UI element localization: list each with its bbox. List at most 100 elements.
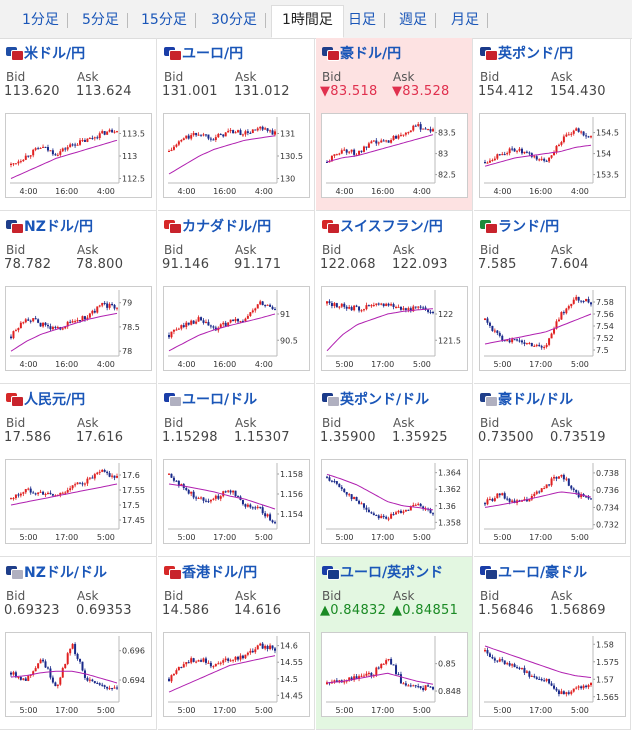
mini-chart[interactable]: 79 78.5 78 4:00 16:00 4:00 <box>5 286 152 371</box>
pair-title-link[interactable]: ユーロ/円 <box>164 44 243 62</box>
mini-chart[interactable]: 154.5 154 153.5 4:00 16:00 4:00 <box>479 113 626 198</box>
tab-1hour[interactable]: 1時間足 <box>271 5 344 38</box>
pair-cell[interactable]: NZドル/円 Bid Ask 78.782 78.800 79 78.5 78 4:00 16:0… <box>0 211 157 384</box>
pair-cell[interactable]: ユーロ/英ポンド Bid Ask ▲0.84832 ▲0.84851 0.85 0.848 5… <box>316 557 473 730</box>
mini-chart[interactable]: 1.364 1.362 1.36 1.358 5:00 17:00 5:00 <box>321 459 468 544</box>
pair-title-link[interactable]: 英ポンド/ドル <box>322 390 429 408</box>
mini-chart[interactable]: 0.696 0.694 5:00 17:00 5:00 <box>5 632 152 717</box>
mini-chart[interactable]: 131 130.5 130 4:00 16:00 4:00 <box>163 113 310 198</box>
pair-title-link[interactable]: ユーロ/英ポンド <box>322 563 443 581</box>
candle-body <box>375 515 378 517</box>
y-tick-label: 0.848 <box>438 687 461 696</box>
candle-body <box>535 156 538 160</box>
candle-body <box>498 493 501 496</box>
pair-title-link[interactable]: スイスフラン/円 <box>322 217 443 235</box>
ask-label: Ask <box>77 243 99 257</box>
candle-body <box>404 683 407 686</box>
pair-cell[interactable]: 香港ドル/円 Bid Ask 14.586 14.616 14.6 14.55 14.5 14.… <box>158 557 315 730</box>
pair-title-link[interactable]: 豪ドル/円 <box>322 44 401 62</box>
candle-body <box>429 509 432 514</box>
candle-body <box>19 677 22 680</box>
candle-body <box>34 318 37 320</box>
pair-cell[interactable]: ユーロ/円 Bid Ask 131.001 131.012 131 130.5 130 4:00… <box>158 38 315 211</box>
pair-cell[interactable]: スイスフラン/円 Bid Ask 122.068 122.093 122 121.5 5:00… <box>316 211 473 384</box>
candle-body <box>86 478 89 484</box>
candle-body <box>488 322 491 326</box>
candle-body <box>200 134 203 136</box>
mini-chart[interactable]: 1.58 1.575 1.57 1.565 5:00 17:00 5:00 <box>479 632 626 717</box>
x-tick-label: 17:00 <box>55 533 78 542</box>
pair-title-link[interactable]: 人民元/円 <box>6 390 85 408</box>
candle-body <box>562 136 565 143</box>
pair-title-link[interactable]: ランド/円 <box>480 217 559 235</box>
pair-cell[interactable]: ユーロ/ドル Bid Ask 1.15298 1.15307 1.158 1.156 1.15… <box>158 384 315 557</box>
candle-body <box>185 488 188 491</box>
pair-title-link[interactable]: 香港ドル/円 <box>164 563 257 581</box>
mini-chart[interactable]: 17.6 17.55 17.5 17.45 5:00 17:00 5:00 <box>5 459 152 544</box>
candle-body <box>227 490 230 492</box>
candle-body <box>353 496 356 500</box>
candle-body <box>56 327 59 329</box>
pair-title-link[interactable]: ユーロ/ドル <box>164 390 257 408</box>
tab-30min[interactable]: 30分足 <box>211 6 266 34</box>
candle-body <box>79 482 82 484</box>
mini-chart[interactable]: 1.158 1.156 1.154 5:00 17:00 5:00 <box>163 459 310 544</box>
x-tick-label: 5:00 <box>494 533 512 542</box>
candle-body <box>49 326 52 330</box>
ask-label: Ask <box>235 589 257 603</box>
pair-cell[interactable]: ランド/円 Bid Ask 7.585 7.604 7.58 7.56 7.54 7.52 7.5… <box>474 211 631 384</box>
x-tick-label: 4:00 <box>178 360 196 369</box>
pair-cell[interactable]: カナダドル/円 Bid Ask 91.146 91.171 91 90.5 4:00 16:00… <box>158 211 315 384</box>
mini-chart[interactable]: 7.58 7.56 7.54 7.52 7.5 5:00 17:00 5:00 <box>479 286 626 371</box>
bid-label: Bid <box>6 589 26 603</box>
candle-body <box>333 680 336 682</box>
candle-body <box>414 306 417 308</box>
candle-body <box>234 490 237 497</box>
candle-body <box>266 645 269 650</box>
pair-cell[interactable]: NZドル/ドル Bid Ask 0.69323 0.69353 0.696 0.694 5:0… <box>0 557 157 730</box>
tab-1min[interactable]: 1分足 <box>22 6 68 34</box>
mini-chart[interactable]: 0.85 0.848 5:00 17:00 5:00 <box>321 632 468 717</box>
candle-body <box>259 506 262 508</box>
y-tick-label: 0.85 <box>438 660 456 669</box>
candle-body <box>241 655 244 659</box>
candle-body <box>66 321 69 327</box>
candle-body <box>76 482 79 485</box>
x-tick-label: 5:00 <box>413 533 431 542</box>
tab-5min[interactable]: 5分足 <box>82 6 128 34</box>
candle-body <box>249 504 252 508</box>
tab-weekly[interactable]: 週足 <box>399 6 436 34</box>
mini-chart[interactable]: 14.6 14.55 14.5 14.45 5:00 17:00 5:00 <box>163 632 310 717</box>
pair-cell[interactable]: 豪ドル/ドル Bid Ask 0.73500 0.73519 0.738 0.736 0.73… <box>474 384 631 557</box>
mini-chart[interactable]: 122 121.5 5:00 17:00 5:00 <box>321 286 468 371</box>
candle-body <box>548 679 551 684</box>
candle-body <box>239 130 242 135</box>
candle-body <box>192 320 195 324</box>
pair-title-link[interactable]: ユーロ/豪ドル <box>480 563 587 581</box>
candle-body <box>22 159 25 162</box>
candle-body <box>348 307 351 309</box>
mini-chart[interactable]: 0.738 0.736 0.734 0.732 5:00 17:00 5:00 <box>479 459 626 544</box>
pair-cell[interactable]: ユーロ/豪ドル Bid Ask 1.56846 1.56869 1.58 1.575 1.57… <box>474 557 631 730</box>
tab-daily[interactable]: 日足 <box>348 6 385 34</box>
pair-cell[interactable]: 英ポンド/ドル Bid Ask 1.35900 1.35925 1.364 1.362 1.3… <box>316 384 473 557</box>
tab-monthly[interactable]: 月足 <box>451 6 488 34</box>
candle-body <box>69 144 72 148</box>
tab-15min[interactable]: 15分足 <box>141 6 196 34</box>
pair-cell[interactable]: 英ポンド/円 Bid Ask 154.412 154.430 154.5 154 153.5 4… <box>474 38 631 211</box>
pair-title-link[interactable]: カナダドル/円 <box>164 217 271 235</box>
pair-title-link[interactable]: 英ポンド/円 <box>480 44 573 62</box>
pair-title-link[interactable]: NZドル/ドル <box>6 563 107 581</box>
mini-chart[interactable]: 83.5 83 82.5 4:00 16:00 4:00 <box>321 113 468 198</box>
pair-cell[interactable]: 人民元/円 Bid Ask 17.586 17.616 17.6 17.55 17.5 17.4… <box>0 384 157 557</box>
mini-chart[interactable]: 91 90.5 4:00 16:00 4:00 <box>163 286 310 371</box>
pair-title-link[interactable]: NZドル/円 <box>6 217 93 235</box>
mini-chart[interactable]: 113.5 113 112.5 4:00 16:00 4:00 <box>5 113 152 198</box>
candle-body <box>27 319 30 321</box>
pair-cell[interactable]: 豪ドル/円 Bid Ask ▼83.518 ▼83.528 83.5 83 82.5 4:00 1… <box>316 38 473 211</box>
pair-title-link[interactable]: 豪ドル/ドル <box>480 390 573 408</box>
pair-title-link[interactable]: 米ドル/円 <box>6 44 85 62</box>
pair-cell[interactable]: 米ドル/円 Bid Ask 113.620 113.624 113.5 113 112.5 4:… <box>0 38 157 211</box>
candle-body <box>422 506 425 509</box>
candle-body <box>113 475 116 478</box>
